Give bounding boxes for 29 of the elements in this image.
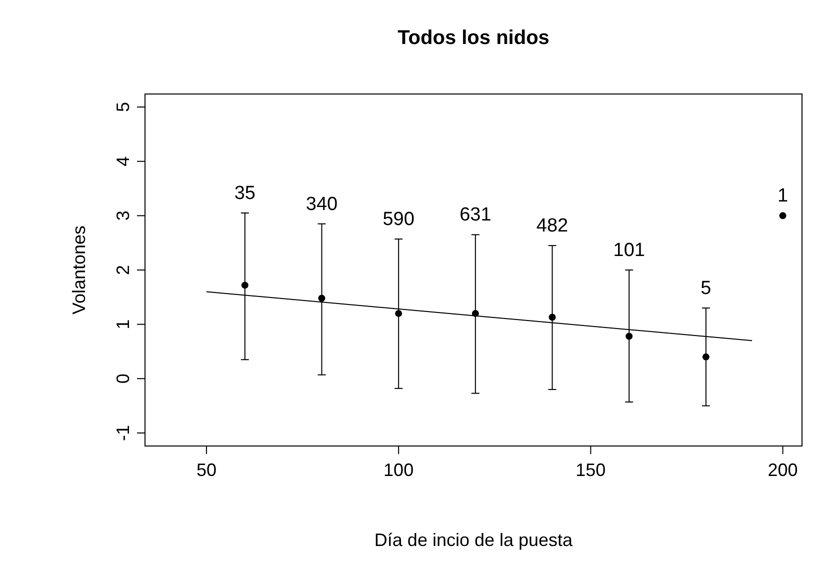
y-tick-label: 4 <box>113 156 133 166</box>
annotation: 5 <box>700 278 712 300</box>
y-tick-label: 3 <box>113 210 133 221</box>
y-tick-label: 1 <box>113 319 133 330</box>
y-tick-label: 0 <box>113 374 133 384</box>
point <box>318 294 326 302</box>
x-axis-title: Día de incio de la puesta <box>374 530 574 550</box>
annotation: 631 <box>460 204 492 226</box>
point <box>241 282 248 289</box>
point <box>779 212 786 220</box>
annotation: 101 <box>613 240 645 261</box>
y-tick-label: 2 <box>113 264 133 276</box>
point <box>395 310 402 317</box>
annotation: 1 <box>778 186 788 207</box>
y-tick-label: 5 <box>113 102 133 112</box>
y-axis-title: Volantones <box>69 225 89 315</box>
point <box>702 353 710 360</box>
point <box>626 332 633 340</box>
x-tick-label: 100 <box>384 460 414 480</box>
annotation: 340 <box>306 194 338 215</box>
x-tick-label: 200 <box>768 460 798 480</box>
point <box>548 314 556 321</box>
y-tick-label: -1 <box>113 424 133 441</box>
annotation: 35 <box>234 182 256 204</box>
annotation: 482 <box>536 216 568 237</box>
annotation: 590 <box>382 209 414 230</box>
x-tick-label: 150 <box>576 460 606 480</box>
x-tick-label: 50 <box>196 460 216 480</box>
chart-title: Todos los nidos <box>398 27 550 49</box>
